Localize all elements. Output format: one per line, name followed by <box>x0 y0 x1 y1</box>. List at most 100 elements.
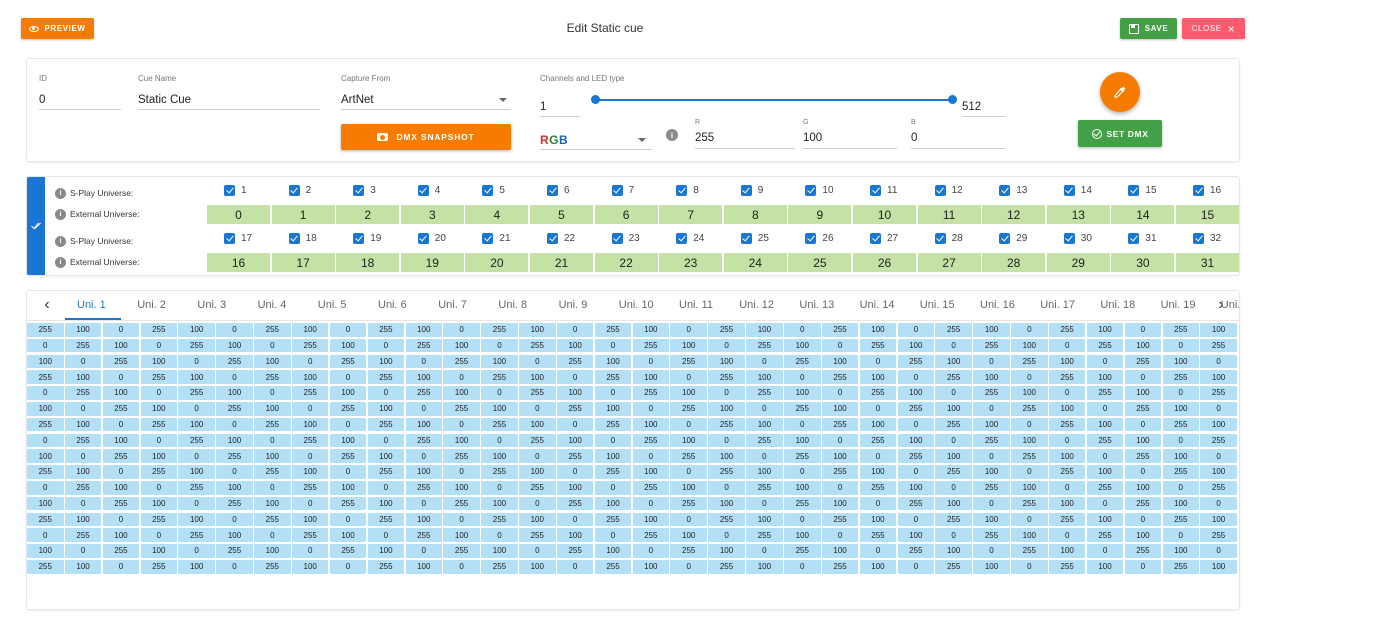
dmx-channel-cell[interactable]: 100 <box>178 560 215 574</box>
dmx-channel-cell[interactable]: 100 <box>64 512 102 527</box>
dmx-channel-cell[interactable]: 0 <box>973 496 1010 511</box>
dmx-channel-cell[interactable]: 255 <box>708 512 745 527</box>
dmx-channel-cell[interactable]: 255 <box>670 402 707 416</box>
dmx-channel-cell[interactable]: 100 <box>140 354 178 369</box>
dmx-channel-cell[interactable]: 255 <box>443 354 480 369</box>
external-universe-field[interactable]: 20 <box>465 253 529 272</box>
dmx-channel-cell[interactable]: 0 <box>367 433 405 448</box>
dmx-channel-cell[interactable]: 255 <box>821 417 859 432</box>
dmx-channel-cell[interactable]: 0 <box>64 544 102 558</box>
dmx-channel-cell[interactable]: 255 <box>405 338 442 353</box>
dmx-channel-cell[interactable]: 255 <box>405 481 442 495</box>
splay-universe-checkbox[interactable]: 5 <box>482 183 505 197</box>
dmx-channel-cell[interactable]: 100 <box>519 370 556 384</box>
dmx-channel-cell[interactable]: 0 <box>178 449 215 463</box>
dmx-channel-cell[interactable]: 0 <box>1011 370 1048 384</box>
external-universe-field[interactable]: 4 <box>465 205 529 224</box>
dmx-channel-cell[interactable]: 255 <box>140 512 178 527</box>
dmx-channel-cell[interactable]: 100 <box>102 481 140 495</box>
dmx-channel-cell[interactable]: 100 <box>746 417 783 432</box>
dmx-channel-cell[interactable]: 255 <box>897 544 935 558</box>
tab-universe-20[interactable]: Uni. 20 <box>1220 299 1240 311</box>
dmx-channel-cell[interactable]: 100 <box>254 354 291 369</box>
dmx-channel-cell[interactable]: 255 <box>102 544 140 558</box>
dmx-channel-cell[interactable]: 100 <box>178 417 215 432</box>
dmx-channel-cell[interactable]: 0 <box>254 338 291 353</box>
dmx-channel-cell[interactable]: 255 <box>556 354 594 369</box>
dmx-channel-cell[interactable]: 100 <box>594 402 632 416</box>
external-universe-field[interactable]: 14 <box>1111 205 1175 224</box>
dmx-channel-cell[interactable]: 0 <box>670 465 707 479</box>
dmx-channel-cell[interactable]: 255 <box>140 560 178 574</box>
splay-universe-checkbox[interactable]: 1 <box>224 183 247 197</box>
dmx-channel-cell[interactable]: 255 <box>556 402 594 416</box>
dmx-channel-cell[interactable]: 255 <box>481 465 518 479</box>
tab-universe-11[interactable]: Uni. 11 <box>679 299 714 311</box>
external-universe-field[interactable]: 16 <box>207 253 270 272</box>
dmx-channel-cell[interactable]: 100 <box>405 560 442 574</box>
dmx-channel-cell[interactable]: 0 <box>1086 354 1124 369</box>
dmx-channel-cell[interactable]: 100 <box>1124 338 1162 353</box>
dmx-channel-cell[interactable]: 100 <box>481 544 518 558</box>
dmx-channel-cell[interactable]: 0 <box>784 512 821 527</box>
dmx-channel-cell[interactable]: 255 <box>216 496 253 511</box>
dmx-channel-cell[interactable]: 100 <box>27 544 64 558</box>
dmx-channel-cell[interactable]: 255 <box>935 323 972 337</box>
dmx-channel-cell[interactable]: 100 <box>367 544 405 558</box>
dmx-channel-cell[interactable]: 0 <box>897 370 935 384</box>
dmx-channel-cell[interactable]: 100 <box>140 402 178 416</box>
dmx-channel-cell[interactable]: 100 <box>481 496 518 511</box>
dmx-channel-cell[interactable]: 255 <box>746 481 783 495</box>
dmx-channel-cell[interactable]: 0 <box>481 386 518 400</box>
dmx-channel-cell[interactable]: 0 <box>329 560 367 574</box>
dmx-channel-cell[interactable]: 255 <box>632 528 670 542</box>
dmx-channel-cell[interactable]: 100 <box>519 512 556 527</box>
dmx-channel-cell[interactable]: 0 <box>632 402 670 416</box>
chevron-down-icon[interactable] <box>638 138 646 142</box>
dmx-channel-cell[interactable]: 255 <box>1200 338 1237 353</box>
dmx-channel-cell[interactable]: 0 <box>859 402 897 416</box>
external-universe-field[interactable]: 5 <box>530 205 593 224</box>
dmx-channel-cell[interactable]: 100 <box>670 338 707 353</box>
dmx-channel-cell[interactable]: 255 <box>291 481 329 495</box>
dmx-channel-cell[interactable]: 100 <box>1048 496 1086 511</box>
dmx-channel-cell[interactable]: 100 <box>1048 354 1086 369</box>
dmx-channel-cell[interactable]: 255 <box>1011 402 1048 416</box>
dmx-channel-cell[interactable]: 100 <box>27 402 64 416</box>
dmx-channel-cell[interactable]: 255 <box>1048 560 1086 574</box>
dmx-channel-cell[interactable]: 100 <box>519 323 556 337</box>
dmx-channel-cell[interactable]: 0 <box>859 496 897 511</box>
dmx-channel-cell[interactable]: 100 <box>1011 433 1048 448</box>
dmx-channel-cell[interactable]: 0 <box>594 386 632 400</box>
dmx-channel-cell[interactable]: 0 <box>405 496 442 511</box>
dmx-channel-cell[interactable]: 100 <box>64 560 102 574</box>
dmx-channel-cell[interactable]: 0 <box>973 544 1010 558</box>
dmx-channel-cell[interactable]: 100 <box>1200 417 1237 432</box>
dmx-channel-cell[interactable]: 255 <box>64 433 102 448</box>
dmx-channel-cell[interactable]: 255 <box>405 386 442 400</box>
dmx-channel-cell[interactable]: 100 <box>821 496 859 511</box>
dmx-channel-cell[interactable]: 0 <box>973 402 1010 416</box>
dmx-channel-cell[interactable]: 255 <box>140 370 178 384</box>
dmx-channel-cell[interactable]: 255 <box>632 433 670 448</box>
dmx-channel-cell[interactable]: 255 <box>1124 449 1162 463</box>
dmx-channel-cell[interactable]: 0 <box>1011 417 1048 432</box>
dmx-channel-cell[interactable]: 100 <box>1200 465 1237 479</box>
tab-universe-14[interactable]: Uni. 14 <box>859 299 895 311</box>
set-dmx-button[interactable]: SET DMX <box>1078 120 1162 147</box>
dmx-channel-cell[interactable]: 100 <box>973 512 1010 527</box>
dmx-channel-cell[interactable]: 255 <box>935 370 972 384</box>
close-button[interactable]: CLOSE × <box>1182 18 1245 39</box>
dmx-channel-cell[interactable]: 0 <box>481 481 518 495</box>
dmx-channel-cell[interactable]: 100 <box>556 481 594 495</box>
dmx-channel-cell[interactable]: 0 <box>594 338 632 353</box>
dmx-channel-cell[interactable]: 255 <box>178 433 215 448</box>
dmx-channel-cell[interactable]: 255 <box>897 402 935 416</box>
dmx-channel-cell[interactable]: 100 <box>897 433 935 448</box>
splay-universe-checkbox[interactable]: 23 <box>611 231 640 245</box>
dmx-channel-cell[interactable]: 255 <box>64 338 102 353</box>
led-type-select[interactable]: RGB <box>540 133 568 147</box>
dmx-channel-cell[interactable]: 100 <box>708 449 745 463</box>
dmx-channel-cell[interactable]: 100 <box>1200 370 1237 384</box>
dmx-channel-cell[interactable]: 0 <box>897 323 935 337</box>
